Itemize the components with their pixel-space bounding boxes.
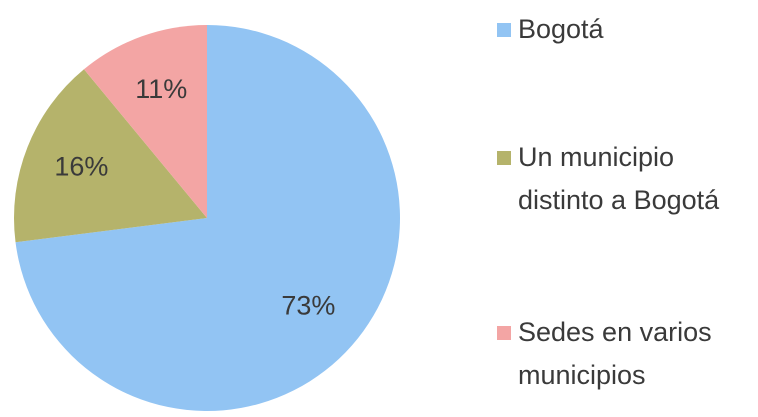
pie-slice	[15, 25, 401, 412]
legend-label: Sedes en varios municipios	[518, 317, 712, 390]
legend-label: Un municipio distinto a Bogotá	[518, 142, 720, 215]
pie-slice	[13, 69, 207, 243]
legend-swatch	[497, 23, 511, 37]
legend-swatch	[497, 326, 511, 340]
data-label: 73%	[281, 290, 335, 320]
legend-label: Bogotá	[518, 14, 604, 44]
legend-swatch	[497, 151, 511, 165]
pie-slice	[83, 25, 207, 218]
data-label: 11%	[135, 74, 187, 104]
data-label: 16%	[54, 151, 108, 181]
